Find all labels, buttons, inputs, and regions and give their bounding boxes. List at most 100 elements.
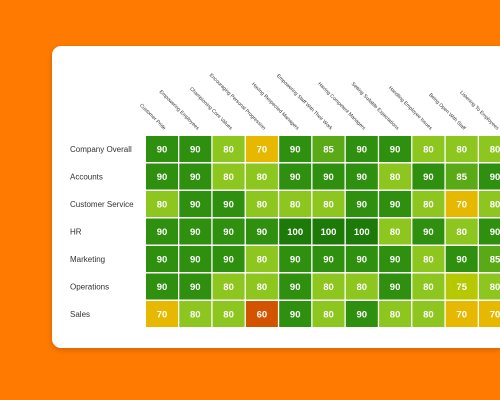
heatmap-cell xyxy=(379,136,412,162)
cell-value: 80 xyxy=(190,310,201,321)
cell-value: 70 xyxy=(490,310,500,321)
heatmap-cell xyxy=(245,301,278,327)
cell-value: 100 xyxy=(321,227,337,238)
heatmap-cell xyxy=(445,301,478,327)
heatmap-cell xyxy=(245,246,278,272)
cell-value: 85 xyxy=(490,255,500,266)
cell-value: 90 xyxy=(223,227,234,238)
cell-value: 90 xyxy=(157,145,168,156)
heatmap-cell xyxy=(146,191,178,217)
cell-value: 80 xyxy=(456,145,467,156)
cell-value: 80 xyxy=(257,282,268,293)
cell-value: 90 xyxy=(290,172,301,183)
cell-value: 80 xyxy=(490,200,500,211)
cell-value: 90 xyxy=(290,310,301,321)
cell-value: 90 xyxy=(290,255,301,266)
cell-value: 80 xyxy=(456,227,467,238)
heatmap-cell xyxy=(379,218,412,245)
cell-value: 60 xyxy=(257,310,268,321)
heatmap-cell xyxy=(245,163,278,190)
cell-value: 80 xyxy=(423,282,434,293)
cell-value: 90 xyxy=(190,172,201,183)
cell-value: 80 xyxy=(423,255,434,266)
cell-value: 90 xyxy=(357,200,368,211)
heatmap-cell xyxy=(479,273,500,300)
cell-value: 80 xyxy=(223,172,234,183)
heatmap-cell xyxy=(412,246,445,272)
heatmap-card: Company Overall Accounts Customer Service H… xyxy=(52,46,500,348)
heatmap-cell xyxy=(312,136,345,162)
cell-value: 70 xyxy=(257,145,268,156)
row-label: Operations xyxy=(70,283,109,292)
cell-value: 80 xyxy=(257,200,268,211)
cell-value: 85 xyxy=(456,172,467,183)
heatmap-cell xyxy=(445,191,478,217)
heatmap-cell xyxy=(245,218,278,245)
heatmap-cell xyxy=(479,136,500,162)
cell-value: 90 xyxy=(423,172,434,183)
heatmap-cell xyxy=(412,163,445,190)
heatmap-cell xyxy=(345,191,378,217)
heatmap-cell xyxy=(279,301,312,327)
heatmap-cell xyxy=(379,273,412,300)
cell-value: 80 xyxy=(257,172,268,183)
cell-value: 90 xyxy=(257,227,268,238)
heatmap-cell xyxy=(179,191,212,217)
heatmap-cell xyxy=(212,191,245,217)
cell-value: 90 xyxy=(290,282,301,293)
heatmap-cell xyxy=(279,273,312,300)
cell-value: 90 xyxy=(490,172,500,183)
column-label: Encouraging Personal Progression xyxy=(208,73,267,132)
cell-value: 90 xyxy=(223,200,234,211)
row-label: Customer Service xyxy=(70,200,134,209)
heatmap-cell xyxy=(445,218,478,245)
heatmap-cell xyxy=(312,273,345,300)
cell-value: 100 xyxy=(354,227,370,238)
heatmap-cell xyxy=(412,218,445,245)
cell-value: 80 xyxy=(423,310,434,321)
heatmap-cell xyxy=(146,218,178,245)
heatmap-cell xyxy=(179,246,212,272)
heatmap-cell xyxy=(445,273,478,300)
cell-value: 80 xyxy=(390,172,401,183)
heatmap-cell xyxy=(245,191,278,217)
cell-value: 90 xyxy=(357,145,368,156)
heatmap-cell xyxy=(312,218,345,245)
row-label: HR xyxy=(70,228,82,237)
cell-value: 90 xyxy=(157,227,168,238)
cell-value: 90 xyxy=(290,145,301,156)
heatmap-cell xyxy=(312,301,345,327)
heatmap-cell xyxy=(212,273,245,300)
heatmap-cell xyxy=(312,163,345,190)
heatmap-cell xyxy=(445,163,478,190)
heatmap-cell xyxy=(179,136,212,162)
row-label: Accounts xyxy=(70,173,103,182)
heatmap-cell xyxy=(479,301,500,327)
heatmap-cell xyxy=(345,301,378,327)
cell-value: 80 xyxy=(390,227,401,238)
cell-value: 90 xyxy=(323,255,334,266)
heatmap-cell xyxy=(245,273,278,300)
cell-value: 80 xyxy=(157,200,168,211)
heatmap-cell xyxy=(312,246,345,272)
cell-value: 80 xyxy=(423,200,434,211)
heatmap-cell xyxy=(146,246,178,272)
cell-value: 90 xyxy=(390,145,401,156)
cell-value: 90 xyxy=(190,255,201,266)
heatmap-cell xyxy=(345,218,378,245)
heatmap-cell xyxy=(412,136,445,162)
heatmap-cell xyxy=(479,246,500,272)
cell-value: 70 xyxy=(157,310,168,321)
heatmap-cell xyxy=(179,163,212,190)
heatmap-cell xyxy=(179,301,212,327)
cell-value: 90 xyxy=(357,310,368,321)
heatmap-cell xyxy=(212,246,245,272)
column-label: Customer Pride xyxy=(138,103,167,132)
heatmap-cell xyxy=(279,246,312,272)
heatmap-cell xyxy=(379,301,412,327)
heatmap-cell xyxy=(312,191,345,217)
cell-value: 90 xyxy=(190,200,201,211)
cell-value: 80 xyxy=(257,255,268,266)
heatmap-cell xyxy=(279,191,312,217)
column-label: Empowering Staff With Their Work xyxy=(275,73,334,132)
